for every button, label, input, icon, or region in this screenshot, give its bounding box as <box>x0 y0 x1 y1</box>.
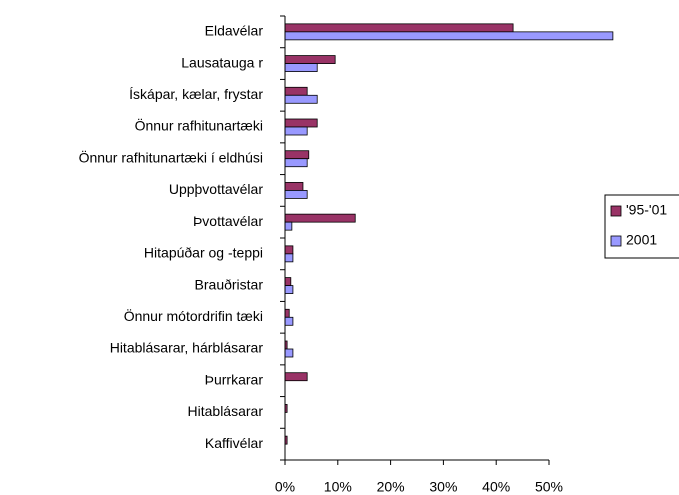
bar <box>284 86 308 96</box>
x-tick-label: 30% <box>429 479 457 495</box>
x-tick-label: 20% <box>377 479 405 495</box>
bar <box>284 55 336 64</box>
y-tick-label: Hitapúðar og -teppi <box>144 245 263 261</box>
y-tick-label: Kaffivélar <box>205 435 263 451</box>
x-tick-label: 10% <box>324 479 352 495</box>
bar <box>284 158 308 168</box>
bar <box>284 126 308 136</box>
legend-swatch <box>610 235 622 247</box>
bar <box>284 190 308 199</box>
bar <box>284 118 318 128</box>
bar <box>284 150 310 160</box>
bar <box>284 31 614 41</box>
y-tick-label: Önnur rafhitunartæki í eldhúsi <box>79 148 263 165</box>
bar <box>284 372 308 382</box>
y-tick-label: Þurrkarar <box>205 371 264 387</box>
bar <box>284 94 318 104</box>
y-tick-label: Þvottavélar <box>193 213 263 229</box>
y-tick-label: Ískápar, kælar, frystar <box>129 86 263 102</box>
y-tick-label: Brauðristar <box>195 276 264 292</box>
bar <box>284 63 318 72</box>
legend-label: '95-'01 <box>626 202 667 218</box>
bar <box>284 253 294 263</box>
bar <box>284 285 294 294</box>
legend-swatch <box>610 205 622 217</box>
y-tick-label: Eldavélar <box>205 23 264 39</box>
y-tick-label: Lausatauga r <box>181 54 263 70</box>
bar <box>284 316 294 326</box>
bar <box>284 182 304 191</box>
y-tick-label: Hitablásarar, hárblásarar <box>110 340 264 356</box>
bar <box>284 221 293 231</box>
x-tick-label: 0% <box>275 479 295 495</box>
x-tick-label: 50% <box>535 479 563 495</box>
y-tick-label: Önnur rafhitunartæki <box>135 117 263 134</box>
bar <box>284 308 290 318</box>
bar <box>284 277 292 286</box>
x-tick-label: 40% <box>482 479 510 495</box>
y-tick-label: Hitablásarar <box>188 403 264 419</box>
y-tick-label: Önnur mótordrifin tæki <box>124 307 263 324</box>
bar <box>284 23 514 33</box>
legend-label: 2001 <box>626 232 657 248</box>
bar <box>284 348 294 358</box>
legend-box <box>604 194 679 259</box>
bar <box>284 245 294 255</box>
y-tick-label: Uppþvottavélar <box>169 181 264 197</box>
bar <box>284 213 356 223</box>
